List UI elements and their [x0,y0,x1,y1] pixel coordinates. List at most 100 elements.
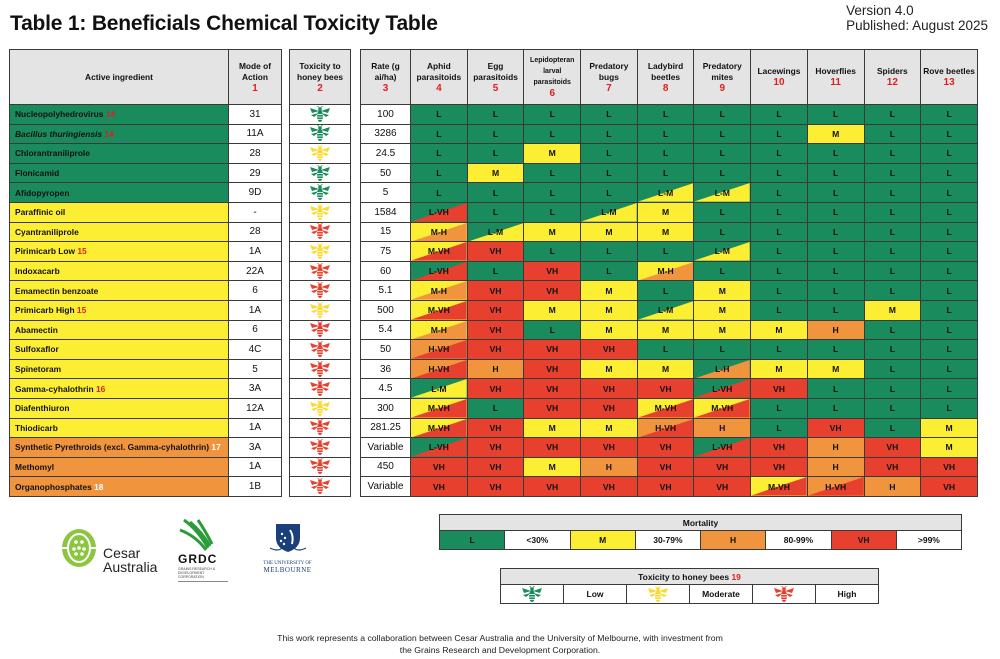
mortality-cell: M [750,358,808,380]
mode-of-action-cell: 4C [228,339,282,360]
mortality-cell: VH [636,456,695,478]
bee-toxicity-legend: Toxicity to honey bees 19 Low Moderate Hig… [500,568,879,604]
mortality-value: H [889,481,896,492]
mortality-cell: L [693,104,752,125]
bee-toxicity-cell [289,437,351,458]
mortality-value: VH [489,383,502,394]
active-ingredient-cell: Paraffinic oil [9,201,229,223]
mortality-cell: L [920,143,978,164]
mortality-cell: L [466,397,525,419]
mortality-value: L [946,128,952,139]
unimelb-line1: THE UNIVERSITY OF [263,561,312,566]
bee-high-icon [310,438,330,455]
header-group-2: Egg parasitoids 5 [466,49,525,105]
footnote-number: 10 [773,77,785,88]
ingredient-name: Diafenthiuron [15,403,70,414]
mortality-value: H-VH [825,481,847,492]
footer-note: This work represents a collaboration bet… [0,632,1000,656]
mortality-value: M [605,305,613,316]
bee-toxicity-cell [289,260,351,282]
mortality-cell: L [750,221,808,243]
mortality-value: L [719,148,725,159]
mortality-value: M [605,226,613,237]
header-group-8: Hoverflies 11 [806,49,865,105]
mortality-value: M [548,422,556,433]
version-info: Version 4.0 Published: August 2025 [846,3,988,33]
mortality-cell: L [636,104,695,125]
footnote-number: 11 [830,77,841,88]
mortality-value: M [718,285,726,296]
mortality-value: L [719,266,725,277]
mortality-value: L [606,128,612,139]
mortality-cell: H [693,417,752,439]
mortality-cell: L [693,143,752,164]
header-group-4: Predatory bugs 7 [580,49,638,105]
mortality-value: L [833,207,839,218]
bee-toxicity-cell [289,201,351,223]
mortality-cell: L [806,162,865,184]
header-label: Lacewings [757,66,801,76]
ingredient-name: Chlorantraniliprole [15,148,90,159]
table-row [289,397,351,419]
mode-of-action-cell: - [228,201,282,223]
legend-bee-icon-cell [752,584,816,604]
mortality-value: L [662,344,669,355]
mortality-value: H [492,364,499,375]
rate-cell: 3286 [360,123,411,145]
mortality-cell: L [750,182,808,203]
mortality-cell: VH [580,339,638,360]
table-row [289,378,351,399]
mortality-cell: L [806,397,865,419]
table-row: 75 M-VH VH L L L L-M L L L L [360,241,978,262]
legend-code-M: M [569,530,636,550]
bee-toxicity-cell [289,143,351,164]
mortality-cell: L [863,260,922,282]
table-row [289,162,351,184]
mortality-value: L [946,266,952,277]
legend-bee-label: Low [563,584,627,604]
active-ingredient-cell: Methomyl [9,456,229,478]
bee-toxicity-cell [289,456,351,478]
rate-cell: Variable [360,476,411,497]
range-diagonal [639,418,693,437]
mortality-value: L-M [714,246,730,257]
footnote-number: 3 [382,82,389,94]
mortality-cell: VH [523,339,582,360]
mortality-cell: VH [466,378,525,399]
mortality-cell: L [863,221,922,243]
mortality-cell: L [920,221,978,243]
mortality-cell: L [750,397,808,419]
mode-of-action-cell: 31 [228,104,282,125]
table-row: 100 L L L L L L L L L L [360,104,978,125]
mortality-value: L [492,187,499,198]
mortality-cell: L-M [693,241,752,262]
mortality-cell: L-M [693,182,752,203]
rate-cell: Variable [360,437,411,458]
table-row: Methomyl 1A [9,456,282,478]
header-label: Mode of Action [238,60,272,82]
bee-toxicity-cell [289,182,351,203]
mortality-value: L [606,168,612,179]
range-diagonal [695,183,750,202]
mortality-value: L [549,187,555,198]
mortality-value: L [606,109,612,120]
legend-range: <30% [504,530,571,550]
bee-toxicity-cell [289,339,351,360]
mortality-value: L [549,109,555,120]
mortality-value: L-VH [428,266,449,277]
mortality-cell: L [693,260,752,282]
mortality-value: L [946,246,952,257]
mortality-cell: L [580,260,638,282]
mortality-cell: L [863,123,922,145]
ingredient-name: Gamma-cyhalothrin [15,383,94,394]
header-mode-of-action: Mode of Action 1 [228,49,282,105]
mortality-value: VH [772,442,785,453]
mortality-value: VH [546,285,559,296]
bee-moderate-icon [310,399,330,416]
rate-cell: 50 [360,339,411,360]
mortality-cell: L-VH [693,437,752,458]
range-diagonal [412,262,467,280]
mortality-value: H [832,324,839,335]
mortality-value: L [833,148,839,159]
mortality-value: L [946,168,952,179]
